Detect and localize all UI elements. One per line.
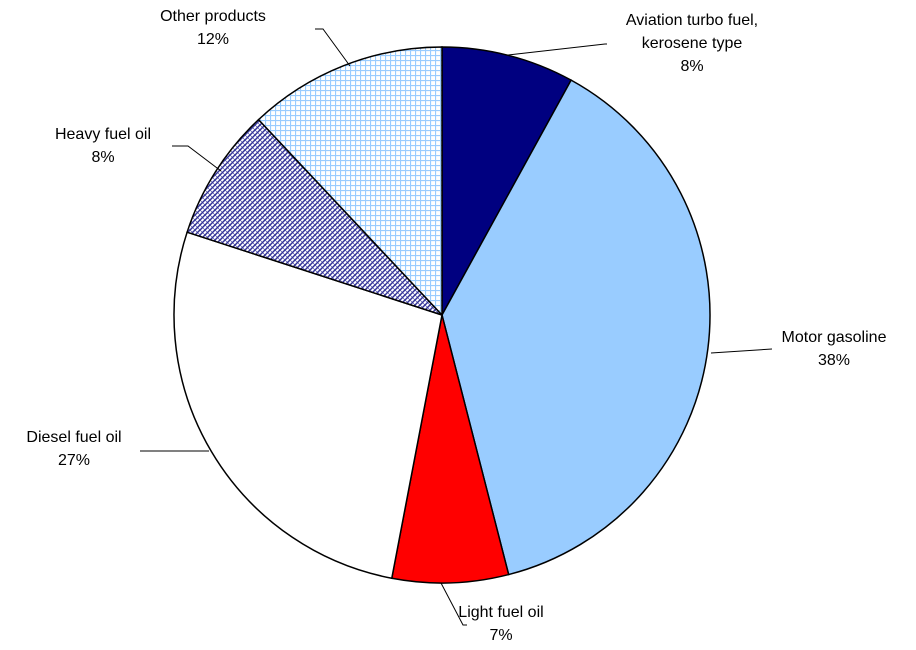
slice-value-label: 12% <box>197 31 229 48</box>
leader-line-motor-gasoline <box>710 348 773 354</box>
pie-slice-light-fuel-oil <box>390 314 510 584</box>
slice-labels: Aviation turbo fuel, kerosene type 8% Motor… <box>26 8 886 644</box>
leader-line-other-products <box>315 28 351 67</box>
pie-slices <box>173 46 711 584</box>
slice-value-label: 27% <box>58 452 90 469</box>
pie-slice-diesel-fuel-oil <box>173 231 443 580</box>
leader-line-light-fuel-oil <box>440 582 467 626</box>
leader-line-aviation-turbo-fuel-kerosene-type <box>507 43 607 56</box>
pie-slice-heavy-fuel-oil <box>186 118 443 316</box>
pie-slice-other-products <box>257 46 443 317</box>
slice-name-label: Motor gasoline <box>782 329 887 346</box>
leader-line-heavy-fuel-oil <box>172 145 222 172</box>
slice-name-label: Light fuel oil <box>458 604 543 621</box>
slice-value-label: 7% <box>489 627 512 644</box>
pie-slice-motor-gasoline <box>441 79 711 576</box>
slice-value-label: 8% <box>680 58 703 75</box>
slice-name-label: Aviation turbo fuel, <box>626 12 758 29</box>
slice-name-label: Other products <box>160 8 266 25</box>
slice-name-label: kerosene type <box>642 35 743 52</box>
slice-value-label: 8% <box>91 149 114 166</box>
slice-name-label: Diesel fuel oil <box>26 429 121 446</box>
slice-name-label: Heavy fuel oil <box>55 126 151 143</box>
slice-value-label: 38% <box>818 352 850 369</box>
